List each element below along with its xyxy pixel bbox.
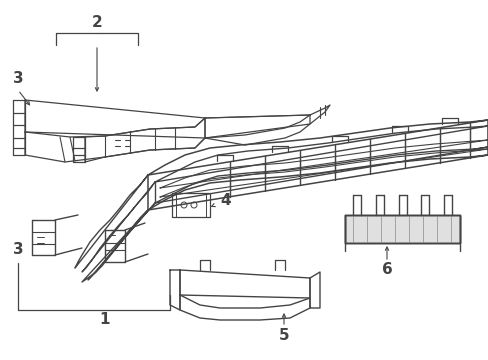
Text: 3: 3 bbox=[13, 243, 23, 257]
Text: 5: 5 bbox=[278, 328, 289, 342]
Text: 3: 3 bbox=[13, 71, 23, 86]
Text: 4: 4 bbox=[220, 193, 231, 207]
Polygon shape bbox=[345, 215, 459, 243]
Text: 6: 6 bbox=[381, 262, 391, 278]
Text: 2: 2 bbox=[91, 14, 102, 30]
Text: 1: 1 bbox=[100, 312, 110, 328]
